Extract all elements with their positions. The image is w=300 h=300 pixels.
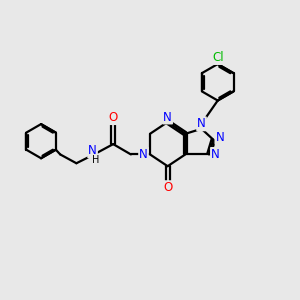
Text: N: N xyxy=(163,110,172,124)
Text: N: N xyxy=(211,148,220,161)
Text: N: N xyxy=(215,131,224,144)
Text: Cl: Cl xyxy=(212,51,224,64)
Text: N: N xyxy=(197,117,206,130)
Text: N: N xyxy=(139,148,148,161)
Text: O: O xyxy=(163,181,172,194)
Text: O: O xyxy=(109,111,118,124)
Text: H: H xyxy=(92,155,99,165)
Text: N: N xyxy=(88,144,97,158)
